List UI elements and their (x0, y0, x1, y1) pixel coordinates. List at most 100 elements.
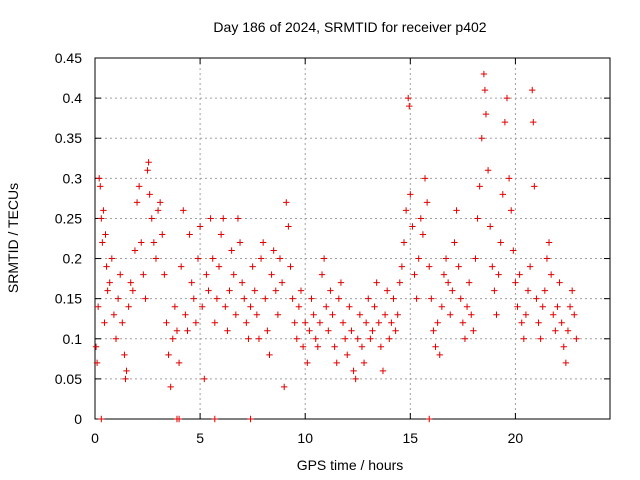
data-point (142, 295, 149, 302)
data-point (316, 319, 324, 326)
data-point (499, 191, 506, 198)
data-point (421, 175, 429, 182)
data-point (508, 207, 515, 214)
data-point (358, 343, 366, 350)
data-point (299, 343, 307, 350)
data-point (274, 311, 282, 318)
data-point (289, 295, 296, 302)
x-axis-label: GPS time / hours (297, 457, 404, 473)
data-point (390, 295, 397, 302)
data-point (556, 279, 563, 286)
data-point (400, 239, 408, 246)
data-point (146, 191, 153, 198)
data-point (537, 335, 544, 342)
data-point (175, 415, 183, 423)
data-point (524, 287, 532, 294)
data-point (335, 295, 343, 302)
y-tick-label: 0.25 (55, 210, 82, 226)
data-point (268, 271, 275, 278)
data-point (169, 335, 176, 342)
data-point (234, 215, 242, 222)
data-point (220, 215, 227, 222)
data-point (203, 271, 210, 278)
data-point (247, 303, 254, 310)
data-point (554, 303, 561, 310)
data-point (285, 223, 292, 230)
data-point (417, 215, 425, 222)
data-point (360, 359, 368, 367)
data-point (388, 319, 395, 326)
data-point (175, 359, 183, 367)
data-point (354, 335, 361, 342)
data-point (560, 343, 567, 350)
data-point (415, 255, 422, 262)
data-point (173, 327, 181, 334)
data-point (245, 335, 252, 342)
data-point (535, 319, 542, 326)
data-point (394, 311, 401, 318)
y-tick-label: 0.05 (55, 371, 82, 387)
data-point (478, 135, 485, 142)
data-point (510, 247, 517, 254)
data-point (207, 215, 214, 222)
data-point (333, 359, 340, 367)
data-point (430, 327, 437, 334)
data-point (199, 303, 206, 310)
data-point (188, 279, 195, 286)
data-point (154, 207, 162, 214)
data-point (526, 263, 534, 270)
data-point (135, 183, 143, 190)
x-tick-label: 10 (297, 430, 313, 446)
data-point (224, 327, 231, 334)
data-point (562, 359, 570, 367)
data-point (465, 279, 473, 286)
data-point (92, 343, 100, 350)
data-point (270, 247, 277, 254)
data-point (226, 287, 233, 294)
data-point (558, 319, 565, 326)
data-point (287, 263, 294, 270)
y-tick-label: 0.1 (63, 331, 83, 347)
y-tick-label: 0.3 (63, 170, 83, 186)
data-point (529, 86, 536, 94)
data-point (520, 335, 528, 342)
data-point (217, 231, 225, 238)
data-point (453, 207, 460, 214)
data-point (381, 311, 389, 318)
data-point (152, 255, 160, 262)
data-point (440, 271, 448, 278)
data-point (405, 94, 412, 102)
data-point (539, 303, 546, 310)
data-point (438, 303, 446, 310)
data-point (180, 207, 187, 214)
data-point (306, 327, 313, 334)
data-point (165, 351, 172, 359)
x-tick-label: 20 (508, 430, 524, 446)
chart-title: Day 186 of 2024, SRMTID for receiver p40… (213, 19, 486, 35)
y-tick-label: 0.35 (55, 130, 82, 146)
data-point (297, 287, 305, 294)
data-point (419, 231, 427, 238)
data-point (362, 319, 370, 326)
data-point (501, 118, 509, 126)
data-point (144, 167, 151, 174)
data-point (98, 415, 105, 423)
data-point (302, 319, 309, 326)
data-point (102, 231, 109, 238)
data-point (304, 359, 311, 367)
data-point (243, 319, 250, 326)
data-point (444, 279, 452, 286)
data-point (447, 311, 454, 318)
data-point (514, 303, 521, 310)
data-point (129, 287, 137, 294)
data-point (413, 295, 420, 302)
data-point (278, 279, 286, 286)
data-point (543, 255, 551, 262)
data-point (159, 231, 166, 238)
data-point (346, 303, 353, 310)
y-tick-label: 0.2 (63, 251, 83, 267)
data-point (138, 239, 145, 246)
data-point (468, 311, 475, 318)
data-point (426, 415, 433, 423)
data-point (566, 303, 574, 310)
